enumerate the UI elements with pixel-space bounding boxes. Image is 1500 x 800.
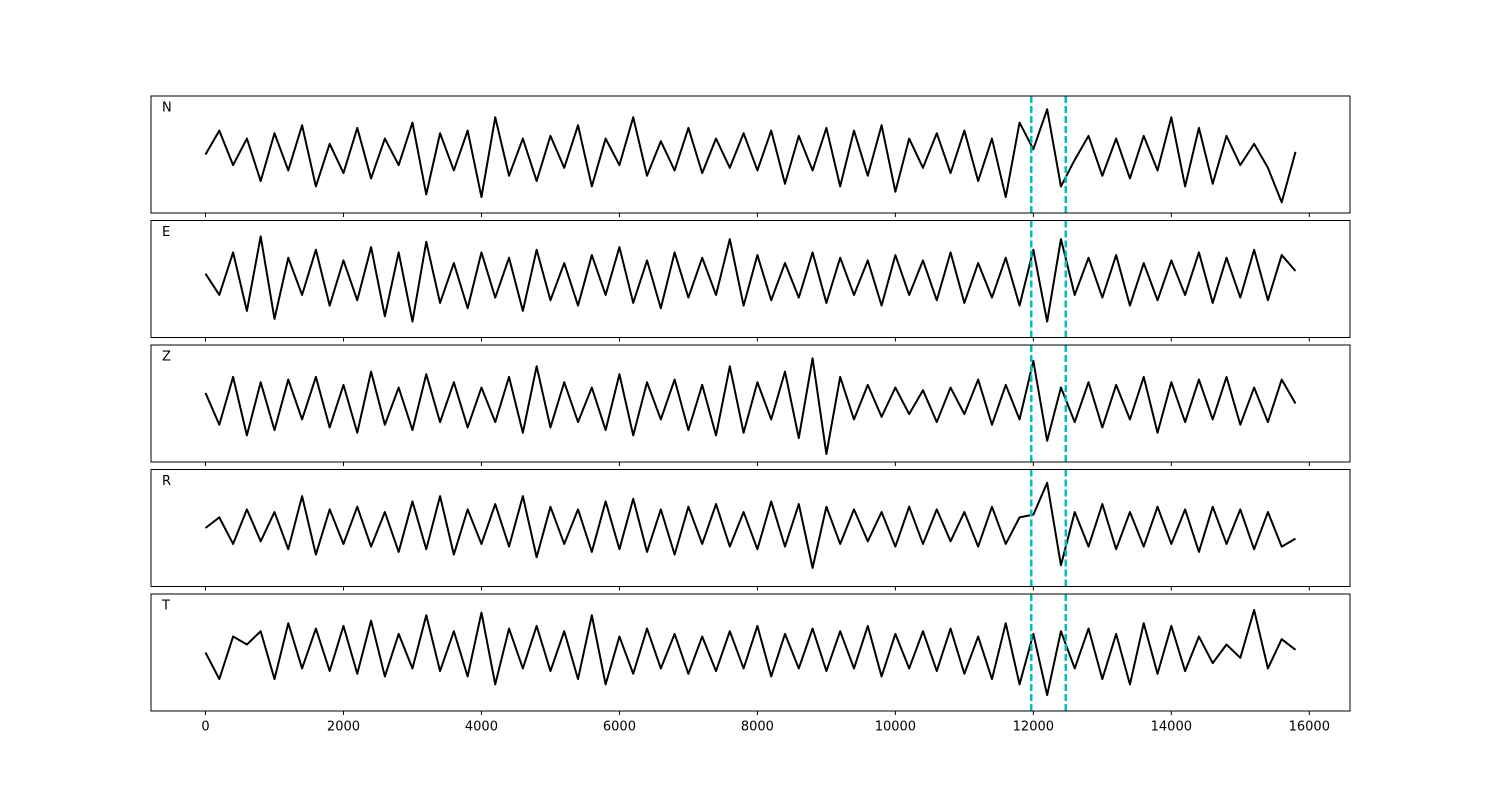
waveform bbox=[204, 357, 1297, 456]
waveform bbox=[204, 608, 1297, 697]
axes-frame bbox=[150, 95, 1351, 214]
x-tick-label: 12000 bbox=[1013, 720, 1054, 735]
axes-frame bbox=[150, 469, 1351, 587]
panel-label: E bbox=[162, 225, 170, 240]
x-tick-label: 6000 bbox=[603, 720, 636, 735]
x-tick-label: 8000 bbox=[741, 720, 774, 735]
x-tick-label: 4000 bbox=[465, 720, 498, 735]
waveform bbox=[204, 235, 1297, 323]
x-tick-label: 10000 bbox=[875, 720, 916, 735]
axes-frame bbox=[150, 220, 1351, 338]
panel-label: R bbox=[162, 474, 171, 489]
panel-label: Z bbox=[162, 350, 171, 365]
panel-label: N bbox=[162, 101, 172, 116]
axes-frame bbox=[150, 344, 1351, 463]
waveform bbox=[204, 108, 1297, 204]
x-tick-label: 14000 bbox=[1151, 720, 1192, 735]
panel-label: T bbox=[161, 599, 170, 614]
x-tick-label: 0 bbox=[201, 720, 209, 735]
waveform bbox=[204, 481, 1297, 569]
x-tick-label: 16000 bbox=[1289, 720, 1330, 735]
x-tick-label: 2000 bbox=[327, 720, 360, 735]
axes-frame bbox=[150, 593, 1351, 712]
